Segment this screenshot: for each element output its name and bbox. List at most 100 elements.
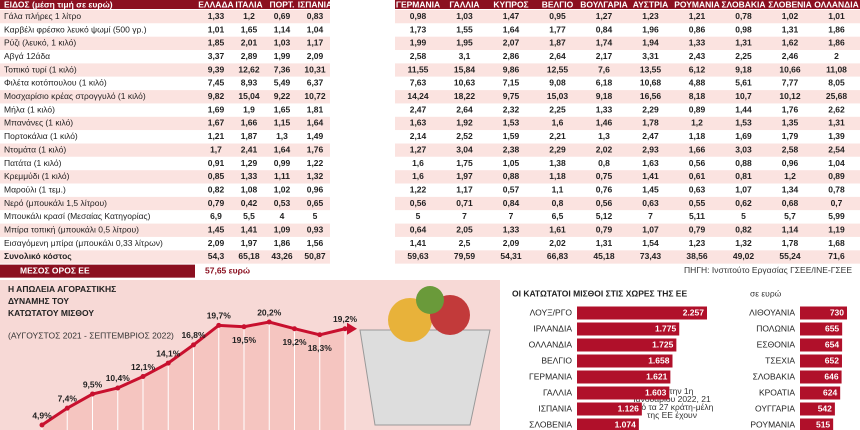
- row-label: Νερό (μπουκάλι 1,5 λίτρου): [4, 198, 107, 208]
- bar: [577, 354, 673, 368]
- cell-value: 0,78: [735, 11, 752, 21]
- cell-value: 15,03: [547, 91, 569, 101]
- cell-value: 1,73: [410, 24, 427, 34]
- cell-value: 2,01: [241, 38, 258, 48]
- cell-value: 1,39: [828, 131, 845, 141]
- cell-value: 0,56: [689, 158, 706, 168]
- row-bg: [395, 250, 860, 264]
- cell-value: 1,18: [689, 131, 706, 141]
- value-label: 19,2%: [282, 337, 307, 347]
- cell-value: 55,24: [779, 251, 801, 261]
- cell-value: 3,04: [456, 144, 473, 154]
- cell-value: 1,6: [552, 118, 564, 128]
- cell-value: 1,3: [598, 131, 610, 141]
- value-label: 1.658: [648, 355, 670, 365]
- cell-value: 71,6: [828, 251, 845, 261]
- cell-value: 4: [280, 211, 285, 221]
- cell-value: 1,11: [274, 171, 290, 181]
- cell-value: 10,72: [304, 91, 326, 101]
- point: [342, 326, 348, 332]
- cell-value: 0,81: [735, 171, 752, 181]
- cell-value: 1,2: [243, 11, 255, 21]
- note-line: της ΕΕ έχουν: [647, 410, 697, 420]
- point: [39, 422, 45, 428]
- cell-value: 1,62: [782, 38, 799, 48]
- value-label: 654: [825, 339, 839, 349]
- cell-value: 13,55: [640, 64, 662, 74]
- cell-value: 1,6: [412, 158, 424, 168]
- bar: [800, 306, 847, 320]
- cell-value: 0,79: [689, 225, 706, 235]
- value-label: 646: [824, 371, 838, 381]
- cell-value: 0,42: [241, 198, 258, 208]
- cell-value: 0,84: [596, 24, 613, 34]
- cell-value: 2,58: [410, 51, 427, 61]
- category-label: ΙΡΛΑΝΔΙΑ: [533, 323, 572, 333]
- cell-value: 2,54: [828, 144, 845, 154]
- cell-value: 0,95: [549, 11, 566, 21]
- value-label: 20,2%: [257, 307, 282, 317]
- bar: [577, 386, 670, 400]
- cell-value: 1,04: [828, 158, 845, 168]
- cell-value: 1,05: [503, 158, 520, 168]
- label-bg: [725, 322, 795, 336]
- bar: [577, 338, 677, 352]
- cell-value: 9,86: [503, 64, 520, 74]
- cell-value: 1,66: [689, 144, 706, 154]
- cell-value: 1,32: [735, 238, 752, 248]
- cell-value: 11,55: [408, 64, 429, 74]
- cell-value: 14,24: [407, 91, 429, 101]
- cell-value: 2,52: [456, 131, 473, 141]
- cell-value: 2,17: [596, 51, 613, 61]
- cell-value: 16,56: [640, 91, 662, 101]
- cell-value: 1,21: [208, 131, 225, 141]
- cell-value: 2,02: [596, 144, 613, 154]
- point: [165, 360, 171, 366]
- row-bg: [395, 143, 860, 157]
- cell-value: 38,56: [686, 251, 708, 261]
- bar: [577, 402, 642, 416]
- cell-value: 2,58: [782, 144, 799, 154]
- row-label: Μπουκάλι κρασί (Μεσαίας Κατηγορίας): [4, 211, 151, 221]
- chart-title: Η ΑΠΩΛΕΙΑ ΑΓΟΡΑΣΤΙΚΗΣ ΔΥΝΑΜΗΣ ΤΟΥ ΚΑΤΩΤΑΤΟ…: [8, 284, 116, 318]
- row-bg: [395, 130, 860, 144]
- cell-value: 1,68: [828, 238, 845, 248]
- column-header: ΕΙΔΟΣ (μέση τιμή σε ευρώ): [4, 0, 113, 9]
- label-bg: [725, 306, 795, 320]
- value-label: 19,2%: [333, 314, 358, 324]
- cell-value: 1,76: [307, 144, 324, 154]
- cell-value: 2: [834, 51, 839, 61]
- title-line: Η ΑΠΩΛΕΙΑ ΑΓΟΡΑΣΤΙΚΗΣ: [8, 284, 116, 294]
- chart-subtitle: σε ευρώ: [750, 288, 782, 298]
- cell-value: 0,89: [689, 104, 706, 114]
- label-bg: [502, 370, 572, 384]
- point: [64, 405, 70, 411]
- cell-value: 0,53: [274, 198, 291, 208]
- cell-value: 2,86: [503, 51, 520, 61]
- cell-value: 1,41: [410, 238, 427, 248]
- column-header: ΡΟΥΜΑΝΙΑ: [674, 0, 720, 9]
- row-bg: [395, 170, 860, 184]
- cell-value: 5: [313, 211, 318, 221]
- row-bg: [0, 156, 330, 171]
- label-bg: [502, 338, 572, 352]
- value-label: 1.775: [655, 323, 677, 333]
- bar: [577, 322, 680, 336]
- cell-value: 1,27: [596, 11, 613, 21]
- cell-value: 1,63: [642, 158, 659, 168]
- column-header: ΓΑΛΛΙΑ: [449, 0, 479, 9]
- bar: [800, 354, 842, 368]
- row-bg: [395, 76, 860, 91]
- row-bg: [0, 63, 330, 77]
- cell-value: 1,07: [642, 225, 659, 235]
- cell-value: 1,97: [456, 171, 473, 181]
- column-header: ΚΥΠΡΟΣ: [493, 0, 528, 9]
- cell-value: 12,55: [547, 64, 569, 74]
- cell-value: 1,74: [596, 38, 613, 48]
- row-label: Ντομάτα (1 κιλό): [4, 144, 66, 154]
- cell-value: 1,99: [410, 38, 427, 48]
- category-label: ΓΑΛΛΙΑ: [543, 387, 572, 397]
- cell-value: 1,85: [208, 38, 225, 48]
- value-label: 1.725: [652, 339, 674, 349]
- row-bg: [395, 10, 860, 24]
